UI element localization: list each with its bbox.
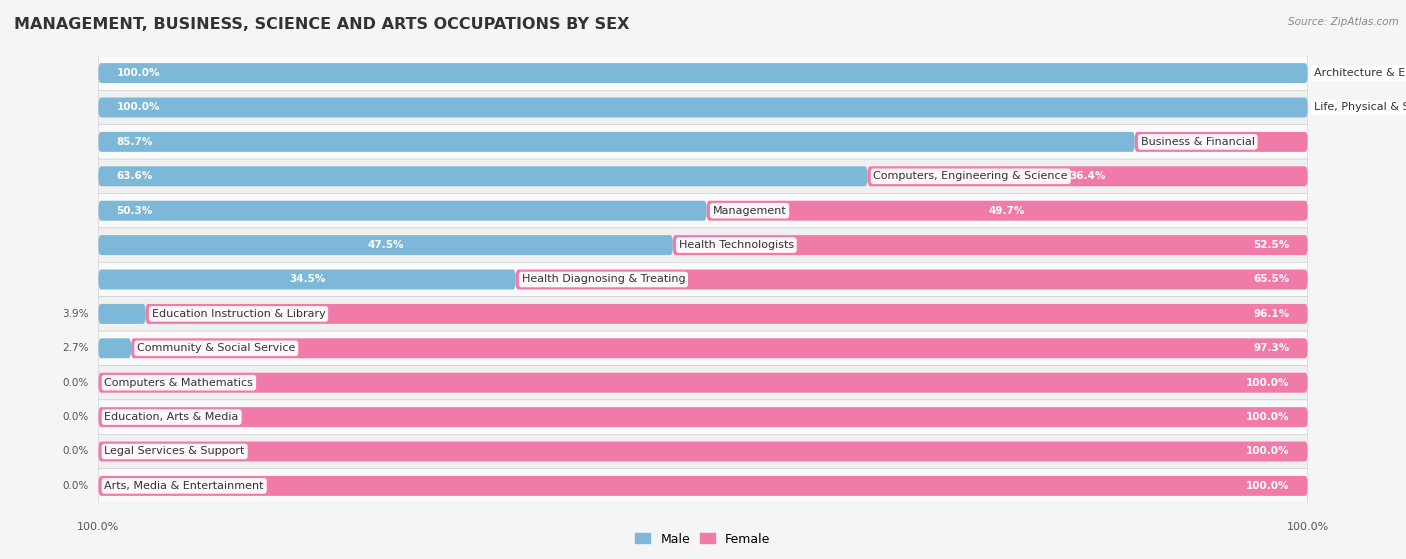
Legend: Male, Female: Male, Female xyxy=(630,528,776,551)
Text: 49.7%: 49.7% xyxy=(988,206,1025,216)
FancyBboxPatch shape xyxy=(673,235,1308,255)
FancyBboxPatch shape xyxy=(707,201,1308,221)
Text: Source: ZipAtlas.com: Source: ZipAtlas.com xyxy=(1288,17,1399,27)
Text: 47.5%: 47.5% xyxy=(367,240,404,250)
Text: 100.0%: 100.0% xyxy=(1246,447,1289,457)
Text: Life, Physical & Social Science: Life, Physical & Social Science xyxy=(1313,102,1406,112)
Text: 52.5%: 52.5% xyxy=(1253,240,1289,250)
Text: 97.3%: 97.3% xyxy=(1253,343,1289,353)
Text: Education Instruction & Library: Education Instruction & Library xyxy=(152,309,325,319)
Text: 100.0%: 100.0% xyxy=(1246,481,1289,491)
FancyBboxPatch shape xyxy=(98,338,131,358)
Text: Arts, Media & Entertainment: Arts, Media & Entertainment xyxy=(104,481,264,491)
Text: 0.0%: 0.0% xyxy=(62,412,89,422)
FancyBboxPatch shape xyxy=(1135,132,1308,152)
Text: 50.3%: 50.3% xyxy=(117,206,153,216)
Text: 0.0%: 0.0% xyxy=(62,447,89,457)
Text: Health Technologists: Health Technologists xyxy=(679,240,794,250)
FancyBboxPatch shape xyxy=(98,193,1308,228)
FancyBboxPatch shape xyxy=(98,468,1308,503)
FancyBboxPatch shape xyxy=(98,373,1308,392)
Text: 36.4%: 36.4% xyxy=(1070,171,1105,181)
Text: 100.0%: 100.0% xyxy=(1286,522,1329,532)
Text: 65.5%: 65.5% xyxy=(1253,274,1289,285)
FancyBboxPatch shape xyxy=(98,400,1308,434)
FancyBboxPatch shape xyxy=(98,407,1308,427)
FancyBboxPatch shape xyxy=(98,442,1308,462)
Text: Computers & Mathematics: Computers & Mathematics xyxy=(104,378,253,388)
FancyBboxPatch shape xyxy=(98,97,1308,117)
Text: 96.1%: 96.1% xyxy=(1253,309,1289,319)
FancyBboxPatch shape xyxy=(98,56,1308,91)
FancyBboxPatch shape xyxy=(98,366,1308,400)
Text: 100.0%: 100.0% xyxy=(1246,412,1289,422)
Text: 0.0%: 0.0% xyxy=(62,378,89,388)
Text: 3.9%: 3.9% xyxy=(62,309,89,319)
FancyBboxPatch shape xyxy=(98,167,868,186)
Text: 0.0%: 0.0% xyxy=(1317,102,1344,112)
FancyBboxPatch shape xyxy=(98,269,516,290)
Text: 100.0%: 100.0% xyxy=(117,102,160,112)
Text: 0.0%: 0.0% xyxy=(62,481,89,491)
FancyBboxPatch shape xyxy=(868,167,1308,186)
Text: Community & Social Service: Community & Social Service xyxy=(138,343,295,353)
FancyBboxPatch shape xyxy=(98,262,1308,297)
Text: Architecture & Engineering: Architecture & Engineering xyxy=(1313,68,1406,78)
FancyBboxPatch shape xyxy=(131,338,1308,358)
FancyBboxPatch shape xyxy=(98,228,1308,262)
Text: 34.5%: 34.5% xyxy=(288,274,325,285)
Text: 85.7%: 85.7% xyxy=(117,137,153,147)
Text: 100.0%: 100.0% xyxy=(1246,378,1289,388)
FancyBboxPatch shape xyxy=(98,476,1308,496)
Text: Health Diagnosing & Treating: Health Diagnosing & Treating xyxy=(522,274,685,285)
Text: Education, Arts & Media: Education, Arts & Media xyxy=(104,412,239,422)
Text: 100.0%: 100.0% xyxy=(117,68,160,78)
Text: 0.0%: 0.0% xyxy=(1317,68,1344,78)
Text: Business & Financial: Business & Financial xyxy=(1140,137,1254,147)
FancyBboxPatch shape xyxy=(98,235,673,255)
Text: 14.3%: 14.3% xyxy=(1204,137,1239,147)
FancyBboxPatch shape xyxy=(98,91,1308,125)
FancyBboxPatch shape xyxy=(98,159,1308,193)
Text: 2.7%: 2.7% xyxy=(62,343,89,353)
Text: Management: Management xyxy=(713,206,786,216)
FancyBboxPatch shape xyxy=(146,304,1308,324)
FancyBboxPatch shape xyxy=(98,331,1308,366)
FancyBboxPatch shape xyxy=(98,434,1308,468)
FancyBboxPatch shape xyxy=(98,297,1308,331)
Text: MANAGEMENT, BUSINESS, SCIENCE AND ARTS OCCUPATIONS BY SEX: MANAGEMENT, BUSINESS, SCIENCE AND ARTS O… xyxy=(14,17,630,32)
FancyBboxPatch shape xyxy=(98,125,1308,159)
FancyBboxPatch shape xyxy=(98,132,1135,152)
FancyBboxPatch shape xyxy=(98,201,707,221)
Text: Legal Services & Support: Legal Services & Support xyxy=(104,447,245,457)
Text: Computers, Engineering & Science: Computers, Engineering & Science xyxy=(873,171,1069,181)
Text: 63.6%: 63.6% xyxy=(117,171,153,181)
FancyBboxPatch shape xyxy=(98,63,1308,83)
FancyBboxPatch shape xyxy=(516,269,1308,290)
FancyBboxPatch shape xyxy=(98,304,146,324)
Text: 100.0%: 100.0% xyxy=(77,522,120,532)
